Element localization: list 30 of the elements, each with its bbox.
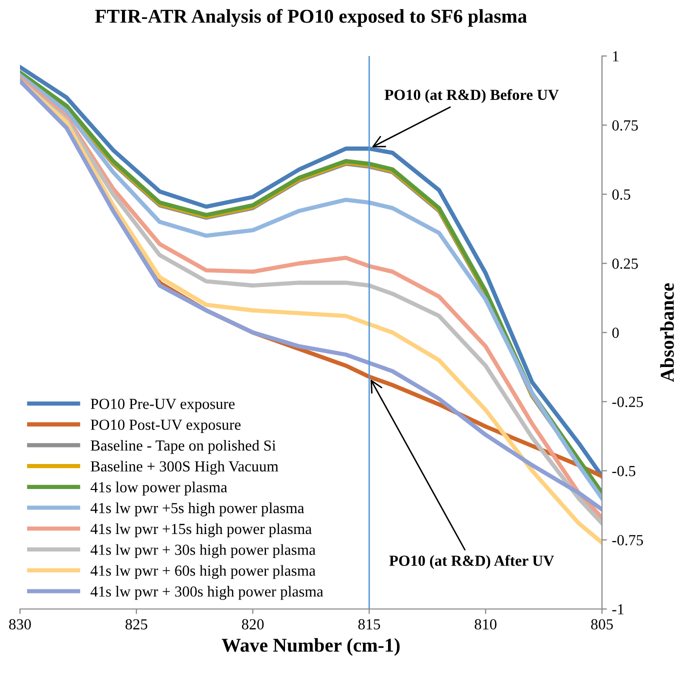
annotation: PO10 (at R&D) After UV (389, 554, 554, 569)
y-tick-label: -1 (612, 604, 624, 614)
y-tick-label: 1 (613, 51, 618, 62)
legend-label: PO10 Pre-UV exposure (90, 398, 235, 412)
x-tick-label: 805 (591, 619, 613, 630)
x-tick-label: 820 (242, 619, 264, 630)
y-tick-label: 0 (612, 328, 619, 338)
y-tick-label: -0.25 (612, 396, 643, 408)
x-tick-label: 815 (358, 619, 380, 630)
legend-label: 41s lw pwr + 30s high power plasma (90, 544, 316, 558)
legend-label: 41s low power plasma (90, 482, 228, 496)
y-tick-label: 0.25 (612, 258, 638, 269)
y-tick-label: 0.5 (612, 189, 630, 200)
chart-title: FTIR-ATR Analysis of PO10 exposed to SF6 plasma (95, 8, 527, 27)
legend-label: Baseline + 300S High Vacuum (90, 460, 278, 475)
legend-label: Baseline - Tape on polished Si (90, 440, 276, 454)
legend-label: 41s lw pwr + 300s high power plasma (90, 586, 324, 600)
x-tick-label: 830 (9, 619, 31, 630)
x-tick-label: 825 (126, 619, 148, 630)
legend-label: 41s lw pwr +5s high power plasma (90, 502, 304, 516)
x-tick-label: 810 (474, 619, 496, 630)
legend-label: PO10 Post-UV exposure (90, 420, 241, 433)
y-axis-title: Absorbance (660, 283, 674, 382)
x-axis-title: Wave Number (cm-1) (222, 638, 400, 656)
legend-label: 41s lw pwr + 60s high power plasma (90, 565, 316, 579)
y-tick-label: -0.5 (612, 466, 636, 476)
y-tick-label: 0.75 (612, 120, 638, 131)
annotation: PO10 (at R&D) Before UV (384, 89, 559, 104)
legend-label: 41s lw pwr +15s high power plasma (90, 523, 312, 538)
y-tick-label: -0.75 (612, 535, 643, 546)
